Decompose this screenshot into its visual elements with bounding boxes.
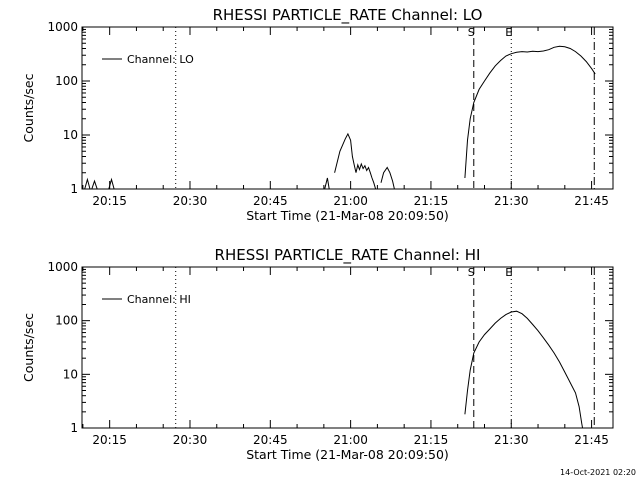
event-marker-label: S: [468, 26, 475, 39]
series-group: [84, 45, 596, 189]
x-axis-label: Start Time (21-Mar-08 20:09:50): [246, 208, 449, 223]
event-marker-label: E: [505, 266, 512, 279]
plot-frame: [81, 26, 614, 190]
series-group: [464, 310, 584, 428]
y-axis-label: Counts/sec: [21, 313, 36, 382]
y-tick-label: 1000: [47, 20, 78, 34]
y-tick-label: 10: [63, 128, 78, 142]
series-line: [108, 177, 115, 189]
y-tick-label: 1: [70, 182, 78, 196]
x-tick-label: 21:45: [574, 433, 609, 447]
x-tick-label: 21:00: [333, 433, 368, 447]
y-tick-label: 100: [55, 74, 78, 88]
chart-title: RHESSI PARTICLE_RATE Channel: HI: [215, 246, 481, 265]
x-tick-label: 21:30: [494, 194, 529, 208]
series-line: [84, 177, 91, 189]
series-line: [380, 166, 395, 189]
x-tick-label: 21:15: [414, 194, 449, 208]
x-tick-label: 20:15: [92, 194, 127, 208]
y-tick-label: 100: [55, 314, 78, 328]
series-line: [324, 177, 330, 189]
x-tick-label: 20:30: [173, 194, 208, 208]
series-line: [334, 132, 377, 189]
series-line: [464, 310, 584, 428]
x-tick-label: 20:45: [253, 433, 288, 447]
legend-entry: Channel: HI: [127, 293, 191, 306]
x-tick-label: 21:30: [494, 433, 529, 447]
series-line: [464, 45, 596, 179]
chart-hi-channel: RHESSI PARTICLE_RATE Channel: HI 20:15 20:…: [21, 246, 614, 462]
chart-lo-channel: RHESSI PARTICLE_RATE Channel: LO 20:15 20:…: [21, 6, 614, 223]
y-tick-label: 1: [70, 421, 78, 435]
y-tick-label: 1000: [47, 260, 78, 274]
chart-title: RHESSI PARTICLE_RATE Channel: LO: [213, 6, 483, 25]
x-tick-label: 20:30: [173, 433, 208, 447]
event-marker-label: S: [468, 266, 475, 279]
event-marker-label: E: [505, 26, 512, 39]
x-tick-label: 21:00: [333, 194, 368, 208]
x-tick-label: 21:15: [414, 433, 449, 447]
series-line: [91, 179, 98, 189]
plot-frame: [81, 266, 614, 429]
y-tick-label: 10: [63, 367, 78, 381]
x-axis-label: Start Time (21-Mar-08 20:09:50): [246, 447, 449, 462]
x-tick-label: 21:45: [574, 194, 609, 208]
x-tick-label: 20:15: [92, 433, 127, 447]
x-tick-label: 20:45: [253, 194, 288, 208]
footer-timestamp: 14-Oct-2021 02:20: [560, 468, 636, 477]
y-axis-label: Counts/sec: [21, 73, 36, 142]
legend-entry: Channel: LO: [127, 53, 194, 66]
